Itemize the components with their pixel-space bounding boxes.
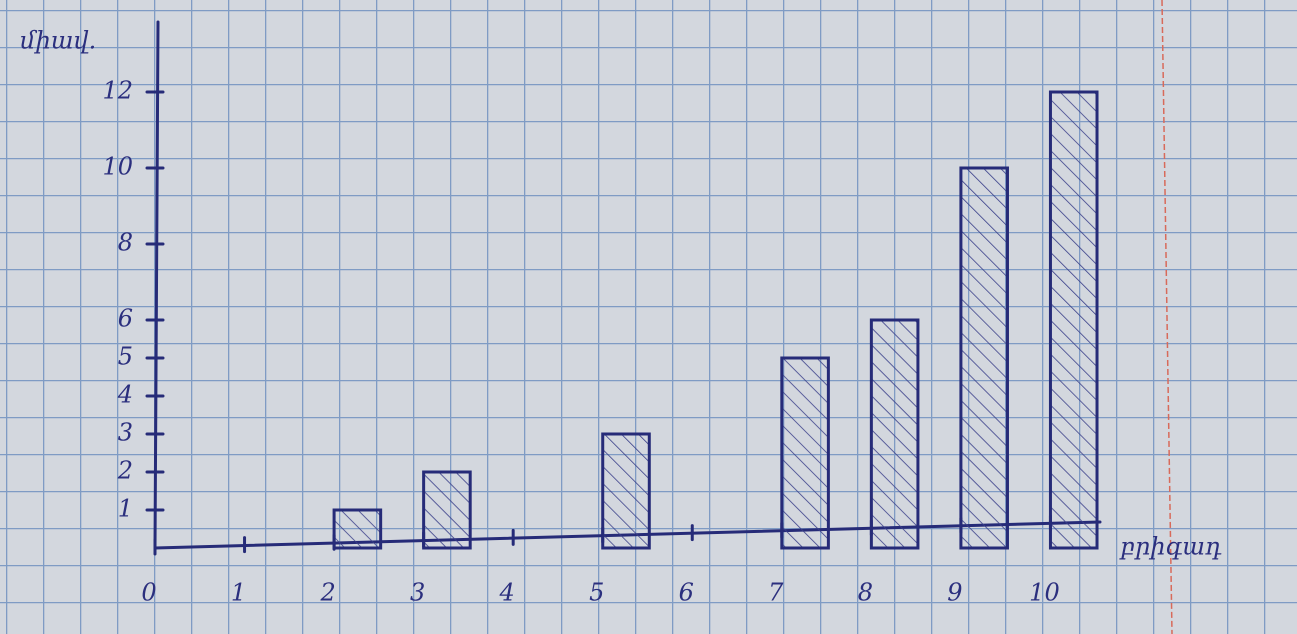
y-tick-label: 3 xyxy=(118,419,133,447)
x-tick-label: 10 xyxy=(1029,579,1060,607)
x-tick-label: 3 xyxy=(410,579,425,607)
bar xyxy=(422,470,472,550)
bar xyxy=(869,318,920,550)
bar xyxy=(1048,90,1099,550)
x-tick-label: 6 xyxy=(679,579,694,607)
y-tick-label: 2 xyxy=(117,457,133,485)
y-tick-label: 10 xyxy=(102,153,133,181)
x-tick-label: 8 xyxy=(858,579,873,607)
bar xyxy=(332,508,383,550)
x-axis-label: բրիգադ xyxy=(1119,533,1222,561)
x-tick-label: 5 xyxy=(589,579,604,607)
bar xyxy=(959,166,1009,550)
bar xyxy=(601,432,651,550)
y-axis xyxy=(153,20,160,550)
y-tick-label: 1 xyxy=(118,495,133,523)
x-tick-label: 9 xyxy=(947,579,962,607)
x-tick-label: 0 xyxy=(141,579,156,607)
y-tick-label: 6 xyxy=(118,305,133,333)
x-tick-label: 4 xyxy=(499,579,515,607)
bar xyxy=(780,356,830,550)
y-tick-label: 4 xyxy=(117,381,133,409)
y-tick-label: 12 xyxy=(102,77,133,105)
x-tick-label: 7 xyxy=(768,579,784,607)
x-tick-label: 1 xyxy=(231,579,246,607)
y-axis-label: միավ. xyxy=(20,27,96,55)
x-tick-label: 2 xyxy=(319,579,335,607)
margin-line xyxy=(1161,0,1173,634)
y-tick-label: 8 xyxy=(118,229,133,257)
y-tick-label: 5 xyxy=(118,343,133,371)
